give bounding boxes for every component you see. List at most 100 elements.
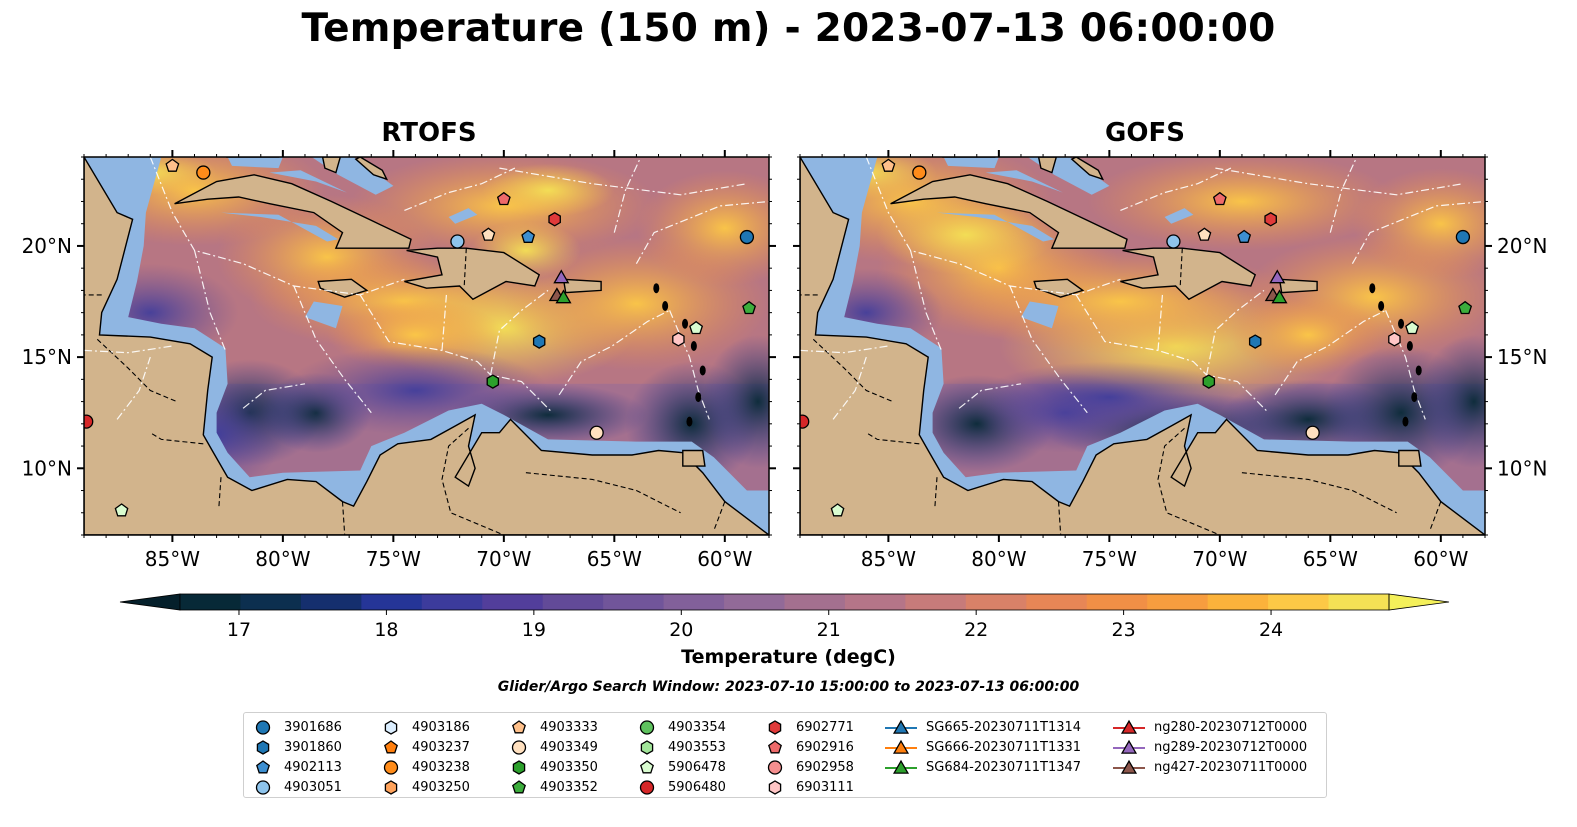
- legend-label: 4903238: [412, 759, 470, 775]
- map-marker: [553, 269, 570, 284]
- legend-item: 4903352: [506, 777, 598, 797]
- map-marker: [1455, 229, 1471, 245]
- map-marker: [1202, 374, 1216, 389]
- legend-label: 4903352: [540, 779, 598, 795]
- colorbar-extend-low: [119, 593, 181, 611]
- legend-item: ng427-20230711T0000: [1112, 757, 1307, 777]
- circle-marker-icon: [639, 720, 655, 735]
- legend: 3901686 3901860 4902113 4903051 4903186 49032…: [243, 712, 1327, 798]
- legend-item: 6902916: [762, 737, 854, 757]
- pentagon-marker-icon: [512, 780, 526, 794]
- colorbar-extend-high: [1388, 593, 1450, 611]
- map-marker: [486, 374, 500, 389]
- map-marker: [912, 165, 927, 180]
- legend-item: 4903238: [378, 757, 470, 777]
- legend-item: 4903553: [634, 737, 726, 757]
- circle-marker-icon: [639, 780, 655, 795]
- colorbar-segment: [1328, 594, 1390, 610]
- legend-item: 4902113: [250, 757, 342, 777]
- map-marker: [1237, 229, 1252, 243]
- legend-label: ng289-20230712T0000: [1154, 739, 1308, 755]
- colorbar-segment: [1086, 594, 1148, 610]
- colorbar-segment: [542, 594, 604, 610]
- legend-label: ng280-20230712T0000: [1154, 719, 1308, 735]
- legend-item: 4903350: [506, 757, 598, 777]
- map-marker: [532, 334, 546, 349]
- legend-label: SG665-20230711T1314: [926, 719, 1082, 735]
- colorbar-tick-label: 18: [374, 619, 398, 641]
- legend-column: 4903354 4903553 5906478 5906480: [634, 717, 726, 797]
- figure-title: Temperature (150 m) - 2023-07-13 06:00:0…: [301, 6, 1276, 51]
- lat-tick-label: 20°N: [1497, 234, 1547, 258]
- lon-tick-label: 75°W: [1082, 547, 1137, 571]
- map-marker: [1248, 334, 1262, 349]
- pentagon-marker-icon: [256, 760, 270, 774]
- circle-marker-icon: [767, 760, 783, 775]
- lon-tick-label: 85°W: [145, 547, 200, 571]
- legend-item: SG684-20230711T1347: [884, 757, 1081, 777]
- hexagon-marker-icon: [512, 760, 526, 775]
- colorbar-tick-label: 22: [964, 619, 988, 641]
- map-marker: [689, 320, 704, 335]
- colorbar-segment: [844, 594, 906, 610]
- legend-label: 4903333: [540, 719, 598, 735]
- legend-label: 4903237: [412, 739, 470, 755]
- hexagon-marker-icon: [768, 720, 782, 735]
- panel-title-gofs: GOFS: [1105, 118, 1185, 148]
- colorbar: 17 18 19 20 21 22 23 24: [119, 593, 1450, 641]
- colorbar-tick-label: 21: [817, 619, 841, 641]
- lon-tick-label: 60°W: [697, 547, 752, 571]
- colorbar-tick-label: 23: [1112, 619, 1136, 641]
- map-marker: [1305, 425, 1320, 440]
- legend-label: 5906478: [668, 759, 726, 775]
- colorbar-segment: [1026, 594, 1088, 610]
- lon-tick-label: 70°W: [1192, 547, 1247, 571]
- panel-title-rtofs: RTOFS: [381, 118, 477, 148]
- lon-tick-label: 75°W: [366, 547, 421, 571]
- legend-label: 4903349: [540, 739, 598, 755]
- lon-tick-label: 70°W: [476, 547, 531, 571]
- colorbar-segment: [1207, 594, 1269, 610]
- legend-label: 4903350: [540, 759, 598, 775]
- legend-label: 3901686: [284, 719, 342, 735]
- legend-column: 3901686 3901860 4902113 4903051: [250, 717, 342, 797]
- colorbar-segment: [784, 594, 846, 610]
- map-marker: [742, 300, 757, 315]
- legend-item: 4903237: [378, 737, 470, 757]
- legend-column: 4903333 4903349 4903350 4903352: [506, 717, 598, 797]
- colorbar-tick-label: 17: [227, 619, 251, 641]
- colorbar-segment: [663, 594, 725, 610]
- colorbar-tick-label: 20: [669, 619, 693, 641]
- lon-tick-label: 80°W: [255, 547, 310, 571]
- map-marker: [521, 229, 536, 243]
- hexagon-marker-icon: [384, 780, 398, 795]
- map-marker: [1271, 289, 1288, 304]
- pentagon-marker-icon: [768, 740, 782, 754]
- lon-tick-label: 60°W: [1413, 547, 1468, 571]
- legend-item: 4903250: [378, 777, 470, 797]
- map-marker: [672, 332, 685, 347]
- map-marker: [481, 227, 496, 241]
- hexagon-marker-icon: [256, 740, 270, 755]
- triangle-marker-icon: [1113, 759, 1145, 774]
- pentagon-marker-icon: [384, 740, 398, 754]
- colorbar-segment: [965, 594, 1027, 610]
- search-window-caption: Glider/Argo Search Window: 2023-07-10 15…: [497, 679, 1080, 695]
- map-marker: [1212, 191, 1227, 206]
- lon-tick-label: 65°W: [1303, 547, 1358, 571]
- legend-label: 6903111: [796, 779, 854, 795]
- legend-label: 6902916: [796, 739, 854, 755]
- colorbar-label: Temperature (degC): [681, 646, 896, 668]
- map-marker: [496, 191, 511, 206]
- triangle-marker-icon: [885, 739, 917, 754]
- legend-item: 4903333: [506, 717, 598, 737]
- colorbar-tick-label: 19: [522, 619, 546, 641]
- circle-marker-icon: [511, 740, 527, 755]
- map-marker: [165, 158, 180, 172]
- pentagon-marker-icon: [640, 760, 654, 774]
- map-panel-gofs: 85°W 80°W 75°W 70°W 65°W 60°W 20°N 15°N 10°N: [793, 150, 1547, 571]
- legend-column: 6902771 6902916 6902958 6903111: [762, 717, 854, 797]
- legend-item: 3901860: [250, 737, 342, 757]
- map-marker: [1269, 269, 1286, 284]
- legend-label: ng427-20230711T0000: [1154, 759, 1308, 775]
